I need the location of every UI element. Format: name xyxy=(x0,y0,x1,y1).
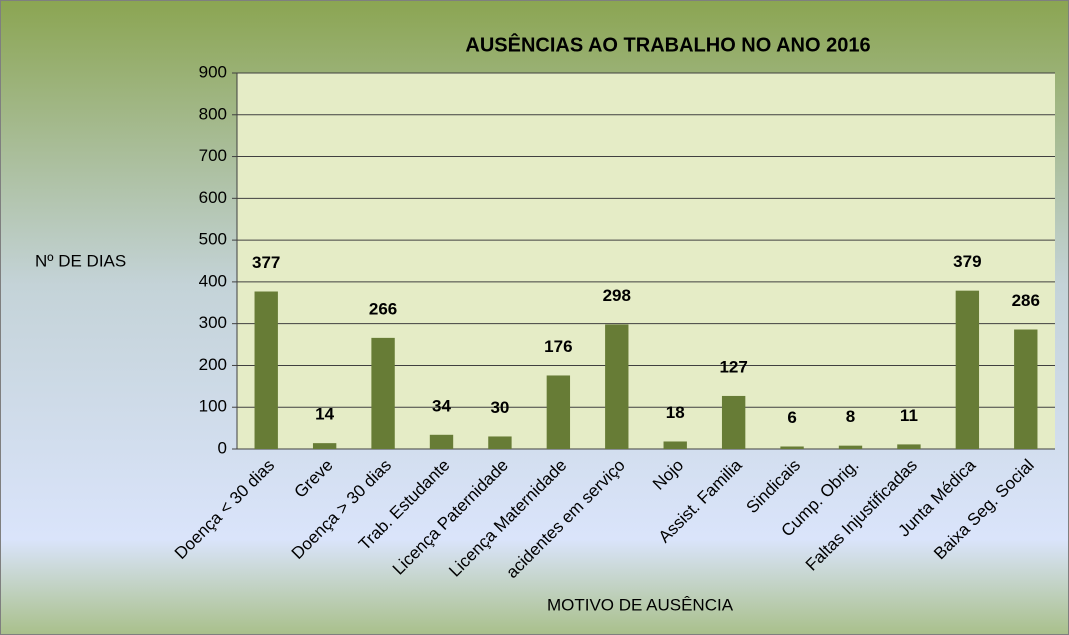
data-label: 286 xyxy=(1012,291,1040,310)
y-tick-label: 900 xyxy=(199,62,227,81)
bar xyxy=(897,444,921,449)
data-label: 127 xyxy=(719,357,747,376)
data-label: 379 xyxy=(953,252,981,271)
data-label: 298 xyxy=(603,286,631,305)
y-tick-label: 200 xyxy=(199,355,227,374)
y-tick-label: 100 xyxy=(199,397,227,416)
data-label: 11 xyxy=(900,406,918,425)
bar xyxy=(1014,329,1038,449)
bar xyxy=(546,375,571,449)
data-label: 18 xyxy=(666,403,685,422)
y-tick-label: 300 xyxy=(199,313,227,332)
bar xyxy=(955,290,980,449)
data-label: 6 xyxy=(787,408,796,427)
data-label: 377 xyxy=(252,253,280,272)
y-tick-label: 500 xyxy=(199,230,227,249)
data-label: 176 xyxy=(544,337,572,356)
y-tick-label: 400 xyxy=(199,271,227,290)
bar xyxy=(254,291,278,449)
y-tick-label: 0 xyxy=(218,438,227,457)
x-axis-title: MOTIVO DE AUSÊNCIA xyxy=(547,595,734,614)
data-label: 30 xyxy=(490,398,509,417)
data-label: 34 xyxy=(432,396,451,415)
bar xyxy=(663,441,687,449)
bar xyxy=(371,337,395,449)
data-label: 266 xyxy=(369,299,397,318)
plot-area xyxy=(237,73,1055,449)
data-label: 8 xyxy=(846,407,855,426)
chart-title: AUSÊNCIAS AO TRABALHO NO ANO 2016 xyxy=(465,32,870,56)
data-label: 14 xyxy=(315,405,334,424)
bar xyxy=(605,324,629,449)
y-axis-title: Nº DE DIAS xyxy=(35,251,126,270)
bar xyxy=(780,446,804,449)
bar xyxy=(838,445,863,449)
bar xyxy=(488,436,512,449)
y-tick-label: 700 xyxy=(199,146,227,165)
bar xyxy=(312,443,337,449)
bar xyxy=(429,434,454,449)
y-tick-label: 600 xyxy=(199,188,227,207)
y-tick-label: 800 xyxy=(199,104,227,123)
bar xyxy=(721,395,746,449)
